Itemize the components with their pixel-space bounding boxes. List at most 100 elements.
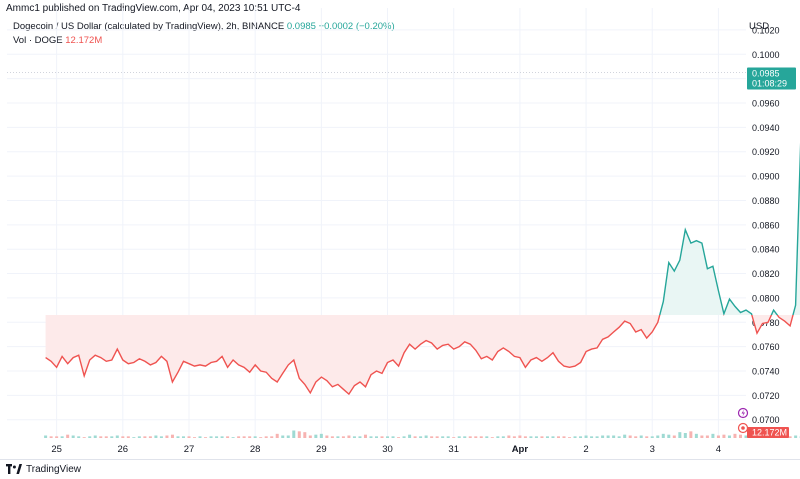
volume-bar-81	[490, 437, 494, 438]
volume-bar-85	[512, 436, 516, 438]
volume-bar-104	[617, 436, 621, 438]
volume-bar-112	[661, 433, 665, 438]
volume-bar-27	[193, 437, 197, 438]
volume-bar-75	[457, 436, 461, 438]
volume-bar-4	[66, 434, 70, 438]
y-tick-label-4: 0.0940	[752, 123, 780, 133]
volume-bar-90	[540, 436, 544, 438]
y-tick-label-9: 0.0840	[752, 245, 780, 255]
price-line-below-baseline	[45, 314, 794, 396]
volume-bar-117	[689, 431, 693, 438]
area-fill-below-baseline	[45, 314, 800, 395]
legend-last-price: 0.0985	[286, 21, 316, 32]
volume-bar-113	[667, 434, 671, 438]
volume-bar-111	[656, 435, 660, 438]
volume-bar-62	[386, 436, 390, 438]
y-tick-label-16: 0.0700	[752, 415, 780, 425]
volume-bar-29	[204, 437, 208, 438]
y-tick-label-8: 0.0860	[752, 220, 780, 230]
volume-bar-23	[170, 434, 174, 438]
y-tick-label-10: 0.0820	[752, 269, 780, 279]
volume-bar-124	[727, 435, 731, 438]
symbol-title[interactable]: Dogecoin / US Dollar (calculated by Trad…	[13, 21, 285, 32]
volume-bar-135	[788, 436, 792, 438]
volume-bar-106	[628, 435, 632, 438]
x-tick-label-9: 3	[650, 444, 655, 455]
y-tick-label-3: 0.0960	[752, 99, 780, 109]
volume-legend-value: 12.172M	[65, 35, 103, 46]
volume-bar-115	[678, 432, 682, 438]
volume-bar-19	[148, 436, 152, 438]
volume-bar-20	[154, 435, 158, 438]
volume-bar-64	[397, 437, 401, 438]
price-axis-currency: USD	[749, 21, 769, 32]
tradingview-brand[interactable]: TradingView	[6, 462, 81, 476]
volume-bar-120	[705, 435, 709, 438]
price-chart[interactable]: USD0.10200.10000.09800.09600.09400.09200…	[0, 0, 800, 460]
volume-bar-21	[159, 436, 163, 438]
volume-bar-14	[121, 436, 125, 438]
volume-bar-47	[303, 432, 307, 438]
volume-bar-84	[507, 435, 511, 438]
x-tick-label-5: 30	[382, 444, 393, 455]
volume-bar-50	[319, 433, 323, 438]
volume-bar-78	[474, 436, 478, 438]
volume-bar-54	[341, 436, 345, 438]
volume-bar-108	[639, 435, 643, 438]
volume-bar-89	[534, 436, 538, 438]
volume-bar-8	[88, 436, 92, 438]
area-fill-above-baseline	[659, 164, 800, 315]
volume-bar-103	[612, 435, 616, 438]
volume-bar-96	[573, 436, 577, 438]
volume-bar-17	[137, 436, 141, 438]
brand-name: TradingView	[26, 463, 82, 475]
volume-bar-49	[314, 434, 318, 438]
x-tick-label-10: 4	[716, 444, 721, 455]
volume-bar-121	[711, 433, 715, 438]
volume-bar-88	[529, 436, 533, 438]
x-tick-label-8: 2	[583, 444, 588, 455]
volume-bar-77	[468, 436, 472, 438]
volume-bar-25	[181, 436, 185, 438]
y-tick-label-15: 0.0720	[752, 391, 780, 401]
volume-bar-33	[226, 436, 230, 438]
volume-bar-122	[716, 435, 720, 438]
volume-bar-67	[413, 436, 417, 438]
footer-divider	[0, 459, 800, 460]
volume-bar-118	[694, 433, 698, 438]
volume-bar-86	[518, 435, 522, 438]
volume-bar-26	[187, 436, 191, 438]
volume-bar-119	[700, 435, 704, 438]
volume-bar-57	[358, 436, 362, 438]
volume-bar-30	[209, 436, 213, 438]
volume-bar-127	[744, 435, 748, 438]
y-tick-label-7: 0.0880	[752, 196, 780, 206]
volume-bar-18	[143, 436, 147, 438]
tradingview-logo-icon	[6, 464, 22, 474]
volume-bar-73	[446, 436, 450, 438]
x-tick-label-4: 29	[316, 444, 327, 455]
volume-bar-0	[44, 435, 48, 438]
volume-bar-56	[352, 436, 356, 438]
volume-bar-91	[545, 436, 549, 438]
volume-bar-35	[237, 436, 241, 438]
volume-bar-24	[176, 436, 180, 438]
volume-bar-79	[479, 436, 483, 438]
volume-bar-34	[231, 437, 235, 438]
volume-bar-72	[441, 436, 445, 438]
volume-bar-13	[115, 435, 119, 438]
volume-bar-69	[424, 435, 428, 438]
volume-bar-105	[623, 434, 627, 438]
volume-bar-40	[264, 436, 268, 438]
volume-bar-36	[242, 436, 246, 438]
volume-bar-76	[463, 436, 467, 438]
volume-bar-102	[606, 435, 610, 438]
volume-bar-5	[71, 435, 75, 438]
volume-bar-16	[132, 437, 136, 438]
x-tick-label-3: 28	[250, 444, 261, 455]
volume-bar-65	[402, 436, 406, 438]
volume-bar-100	[595, 436, 599, 438]
volume-label-bg	[747, 427, 789, 438]
volume-legend-label[interactable]: Vol · DOGE	[13, 35, 63, 46]
volume-bar-63	[391, 436, 395, 438]
